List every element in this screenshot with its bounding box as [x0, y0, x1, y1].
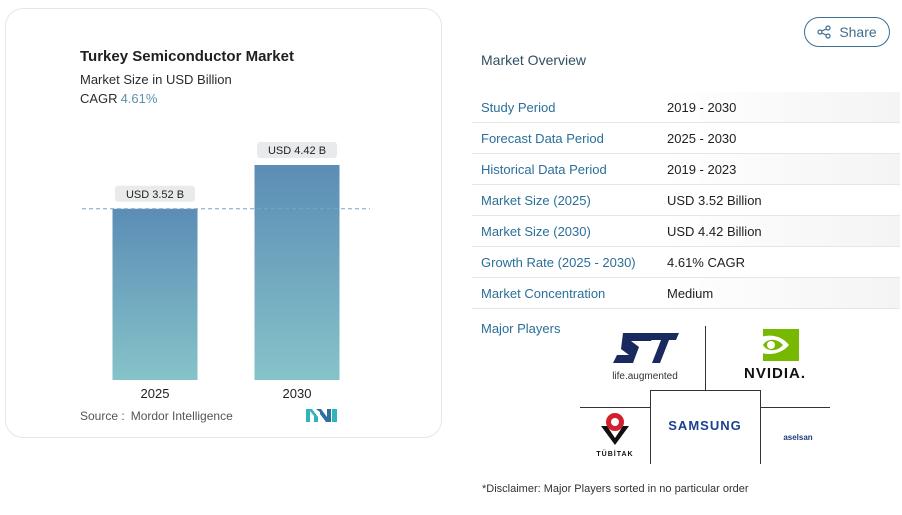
- overview-row-label: Growth Rate (2025 - 2030): [481, 254, 636, 270]
- chart-title: Turkey Semiconductor Market: [80, 48, 294, 65]
- overview-row-value: 2025 - 2030: [667, 130, 737, 146]
- chart-subtitle: Market Size in USD Billion: [80, 72, 232, 87]
- overview-row-label: Forecast Data Period: [481, 130, 604, 146]
- source-value: Mordor Intelligence: [130, 409, 233, 423]
- grid-divider: [705, 326, 706, 390]
- tubitak-logo: TÜBİTAK: [586, 412, 644, 462]
- data-label-text: USD 3.52 B: [126, 189, 184, 201]
- grid-divider: [650, 390, 651, 464]
- overview-row-label: Study Period: [481, 99, 556, 115]
- overview-row: Study Period 2019 - 2030: [472, 92, 900, 123]
- data-label-bg: [115, 185, 195, 202]
- bar-2030: [254, 165, 340, 380]
- x-tick-label: 2030: [283, 386, 312, 401]
- share-button[interactable]: Share: [804, 17, 890, 47]
- source-label: Source :: [80, 409, 125, 423]
- overview-row: Growth Rate (2025 - 2030) 4.61% CAGR: [472, 247, 900, 278]
- chart-card: [5, 8, 442, 438]
- overview-row-value: 4.61% CAGR: [667, 254, 746, 270]
- bar-chart: USD 3.52 B USD 4.42 B 2025 2030: [82, 142, 370, 401]
- share-label: Share: [839, 24, 877, 40]
- overview-row-label: Market Size (2030): [481, 223, 591, 239]
- data-label-bg: [257, 142, 337, 158]
- data-label-2030: USD 4.42 B: [257, 142, 337, 158]
- cagr-label: CAGR: [80, 91, 118, 106]
- grid-divider: [650, 390, 760, 391]
- overview-row: Forecast Data Period 2025 - 2030: [472, 123, 900, 154]
- overview-row-value: USD 4.42 Billion: [667, 223, 762, 239]
- tubitak-caption: TÜBİTAK: [596, 451, 634, 458]
- st-logo: life.augmented: [595, 330, 695, 388]
- aselsan-logo: aselsan: [783, 433, 813, 442]
- overview-row-label: Market Size (2025): [481, 192, 591, 208]
- samsung-logo: SAMSUNG: [668, 418, 742, 433]
- overview-row: Market Size (2025) USD 3.52 Billion: [472, 185, 900, 216]
- share-icon: [817, 25, 831, 39]
- x-tick-label: 2025: [141, 386, 170, 401]
- st-caption: life.augmented: [612, 371, 678, 382]
- cagr-value: 4.61%: [120, 91, 158, 106]
- overview-row-value: 2019 - 2030: [667, 99, 737, 115]
- nvidia-eye-icon: [751, 329, 799, 361]
- major-players-label: Major Players: [481, 321, 561, 336]
- grid-divider: [580, 407, 650, 408]
- overview-row: Market Size (2030) USD 4.42 Billion: [472, 216, 900, 247]
- data-label-2025: USD 3.52 B: [115, 185, 195, 202]
- overview-title: Market Overview: [481, 52, 587, 68]
- major-players-grid: life.augmented NVIDIA. TÜBİTAK SAMSUNG a…: [580, 326, 830, 464]
- chart-cagr: CAGR 4.61%: [80, 91, 157, 106]
- mordor-logo-icon: [306, 409, 337, 422]
- nvidia-logo: NVIDIA.: [725, 328, 825, 388]
- overview-table: Study Period 2019 - 2030 Forecast Data P…: [472, 92, 900, 309]
- overview-row-value: 2019 - 2023: [667, 161, 737, 177]
- tubitak-emblem-icon: [601, 413, 629, 445]
- overview-row-value: Medium: [667, 285, 714, 301]
- st-logo-icon: [613, 333, 679, 363]
- overview-row-value: USD 3.52 Billion: [667, 192, 762, 208]
- bar-2025: [112, 208, 198, 380]
- nvidia-caption: NVIDIA.: [743, 365, 806, 382]
- overview-row: Historical Data Period 2019 - 2023: [472, 154, 900, 185]
- data-label-text: USD 4.42 B: [268, 145, 326, 157]
- chart-source: Source : Mordor Intelligence: [80, 409, 233, 423]
- overview-row-label: Market Concentration: [481, 285, 606, 301]
- grid-divider: [760, 407, 830, 408]
- overview-row-label: Historical Data Period: [481, 161, 607, 177]
- grid-divider: [760, 390, 761, 464]
- overview-row: Market Concentration Medium: [472, 278, 900, 309]
- disclaimer: *Disclaimer: Major Players sorted in no …: [482, 483, 749, 495]
